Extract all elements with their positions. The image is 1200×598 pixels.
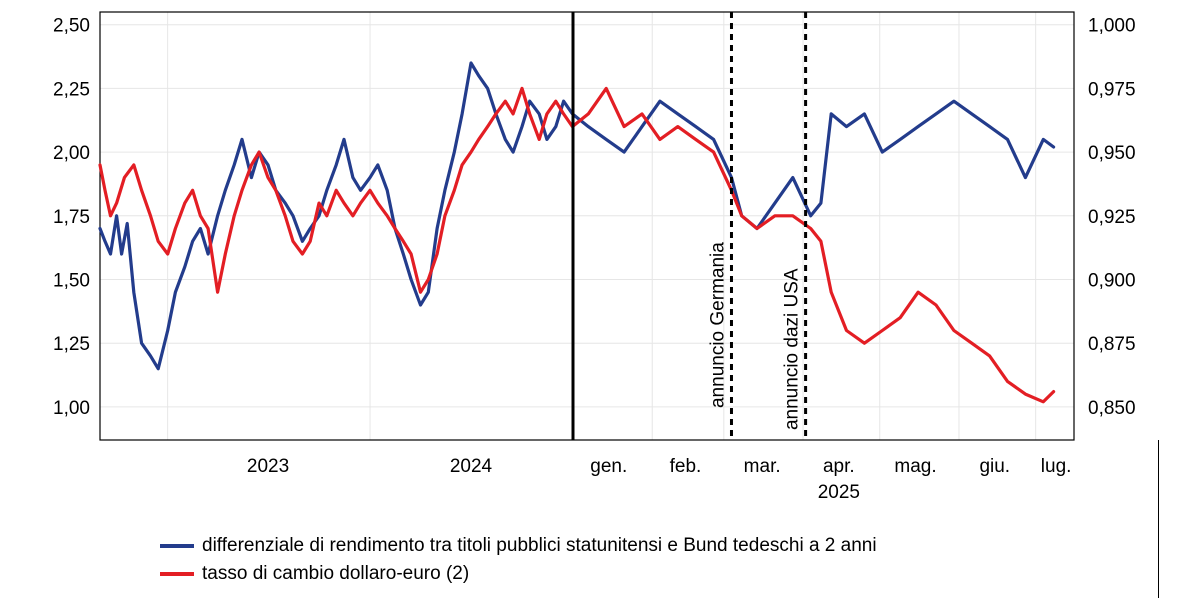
x-year-label: 2025: [818, 482, 860, 503]
left-tick-label: 2,25: [53, 79, 90, 100]
series-line-1: [98, 86, 1056, 404]
right-tick-label: 0,950: [1088, 143, 1136, 164]
legend-label-fx: tasso di cambio dollaro-euro (2): [202, 563, 470, 584]
right-tick-label: 1,000: [1088, 16, 1136, 37]
plot-frame: [99, 11, 1075, 441]
x-tick-label: 2024: [450, 456, 493, 477]
x-tick-label: feb.: [670, 456, 702, 477]
annotation-label: annuncio dazi USA: [782, 268, 803, 430]
series-lines: [98, 61, 1056, 404]
x-tick-label: lug.: [1041, 456, 1072, 477]
annotation-label: annuncio Germania: [707, 242, 728, 408]
right-tick-label: 0,875: [1088, 334, 1136, 355]
annotations: annuncio Germania annuncio dazi USA: [707, 242, 802, 430]
legend-swatch-spread: [160, 544, 194, 548]
legend-swatch-fx: [160, 572, 194, 576]
right-axis-ticks: 0,850 0,875 0,900 0,925 0,950 0,975 1,000: [1088, 16, 1136, 419]
right-border: [1158, 440, 1159, 598]
legend-label-spread: differenziale di rendimento tra titoli p…: [202, 535, 877, 556]
right-tick-label: 0,850: [1088, 398, 1136, 419]
left-tick-label: 1,00: [53, 398, 90, 419]
right-tick-label: 0,925: [1088, 207, 1136, 228]
x-tick-label: 2023: [247, 456, 289, 477]
left-tick-label: 1,25: [53, 334, 90, 355]
left-axis-ticks: 1,00 1,25 1,50 1,75 2,00 2,25 2,50: [53, 16, 90, 419]
right-tick-label: 0,975: [1088, 79, 1136, 100]
left-tick-label: 2,50: [53, 16, 90, 37]
legend-item-fx: tasso di cambio dollaro-euro (2): [160, 560, 877, 588]
grid-lines: [100, 12, 1074, 440]
x-tick-label: mar.: [744, 456, 781, 477]
legend-item-spread: differenziale di rendimento tra titoli p…: [160, 532, 877, 560]
right-tick-label: 0,900: [1088, 271, 1136, 292]
event-dividers: [571, 12, 808, 440]
legend: differenziale di rendimento tra titoli p…: [160, 532, 877, 588]
left-tick-label: 1,75: [53, 207, 90, 228]
x-tick-label: gen.: [590, 456, 627, 477]
series-line-0: [98, 61, 1056, 371]
x-tick-label: giu.: [979, 456, 1010, 477]
left-tick-label: 2,00: [53, 143, 90, 164]
x-tick-label: mag.: [894, 456, 936, 477]
left-tick-label: 1,50: [53, 271, 90, 292]
x-tick-label: apr.: [823, 456, 855, 477]
x-axis-ticks: 2023 2024 gen. feb. mar. apr. mag. giu. lug. 2025: [247, 456, 1072, 503]
